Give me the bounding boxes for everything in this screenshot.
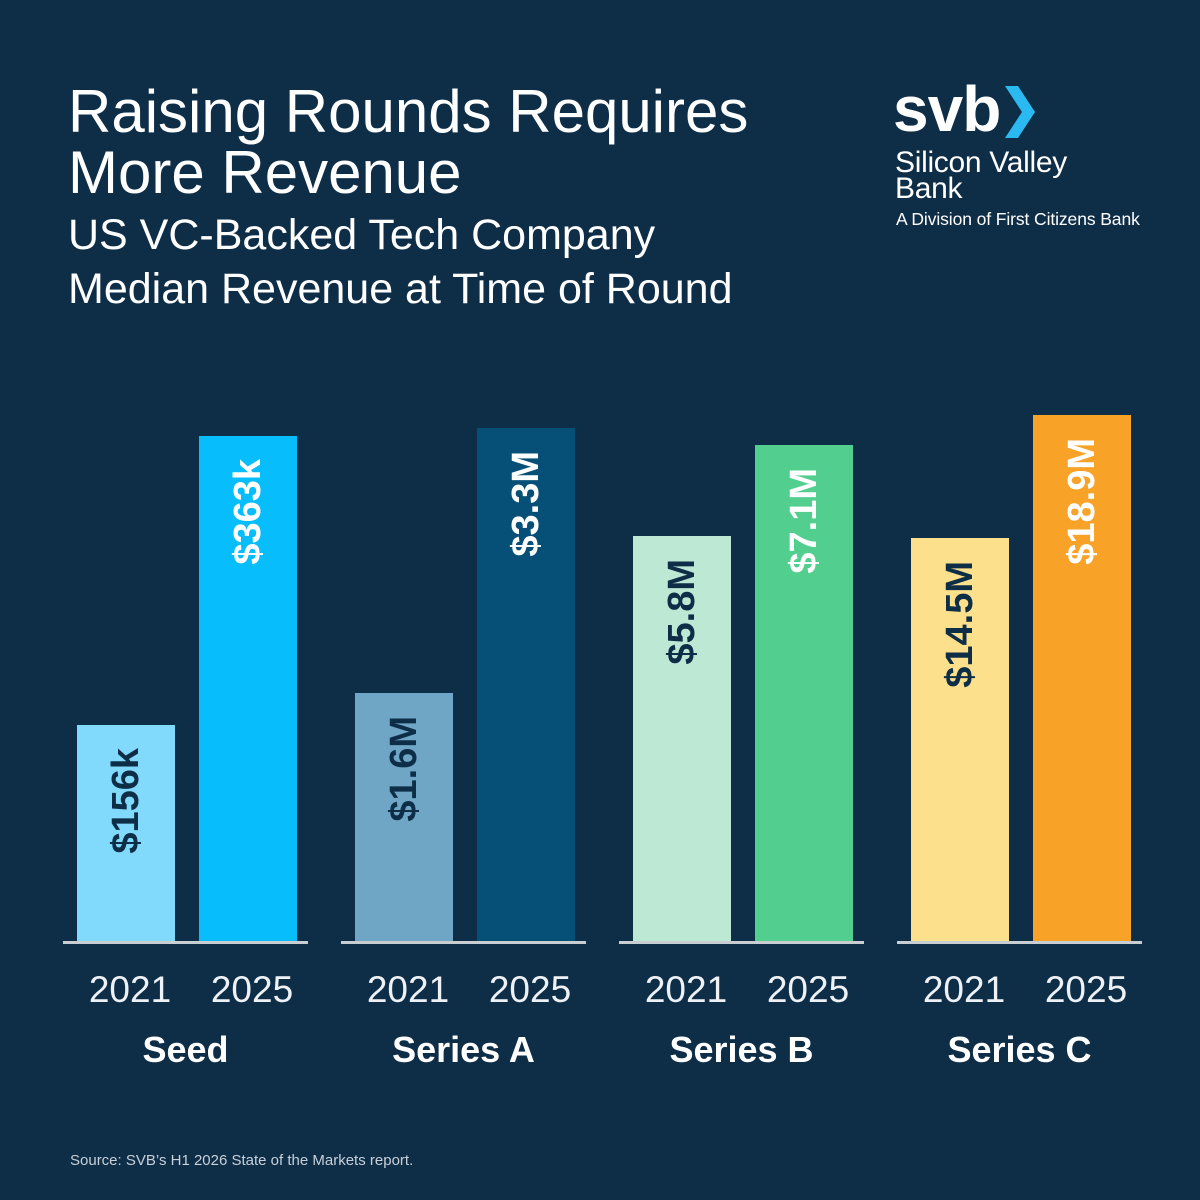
year-label-seed-2025: 2025 xyxy=(210,969,294,1010)
bar-value-label-series-b-2025: $7.1M xyxy=(783,468,825,574)
year-label-series-c-2021: 2021 xyxy=(922,969,1006,1010)
year-label-series-b-2021: 2021 xyxy=(644,969,728,1010)
bar-value-label-series-c-2025: $18.9M xyxy=(1061,438,1103,565)
bar-seed-2025: $363k xyxy=(199,436,297,942)
baseline-series-a xyxy=(341,941,586,944)
year-label-series-b-2025: 2025 xyxy=(766,969,850,1010)
logo-tagline: A Division of First Citizens Bank xyxy=(896,209,1140,229)
bar-series-b-2021: $5.8M xyxy=(633,536,731,942)
source-note: Source: SVB’s H1 2026 State of the Marke… xyxy=(70,1152,414,1169)
chart-title: Raising Rounds Requires More Revenue xyxy=(68,78,749,206)
year-label-series-a-2021: 2021 xyxy=(366,969,450,1010)
baseline-series-b xyxy=(619,941,864,944)
chevron-right-icon xyxy=(1005,86,1035,138)
bar-series-a-2025: $3.3M xyxy=(477,428,575,942)
bar-value-label-series-b-2021: $5.8M xyxy=(661,559,703,665)
logo-bank-name: Silicon Valley Bank xyxy=(895,146,1067,205)
bar-seed-2021: $156k xyxy=(77,725,175,942)
bar-value-label-seed-2025: $363k xyxy=(227,459,269,565)
chart-subtitle: US VC-Backed Tech Company Median Revenue… xyxy=(68,211,733,313)
logo-wordmark: svb xyxy=(893,73,1001,145)
year-label-series-c-2025: 2025 xyxy=(1044,969,1128,1010)
bar-series-c-2025: $18.9M xyxy=(1033,415,1131,942)
group-label-seed: Seed xyxy=(142,1029,229,1070)
bar-value-label-series-c-2021: $14.5M xyxy=(939,561,981,688)
group-label-series-b: Series B xyxy=(669,1029,814,1070)
bar-series-a-2021: $1.6M xyxy=(355,693,453,942)
bar-series-c-2021: $14.5M xyxy=(911,538,1009,942)
baseline-series-c xyxy=(897,941,1142,944)
group-label-series-a: Series A xyxy=(392,1029,535,1070)
year-label-series-a-2025: 2025 xyxy=(488,969,572,1010)
baseline-seed xyxy=(63,941,308,944)
bar-value-label-seed-2021: $156k xyxy=(105,748,147,854)
bar-value-label-series-a-2025: $3.3M xyxy=(505,451,547,557)
year-label-seed-2021: 2021 xyxy=(88,969,172,1010)
bar-series-b-2025: $7.1M xyxy=(755,445,853,942)
group-label-series-c: Series C xyxy=(947,1029,1092,1070)
bar-value-label-series-a-2021: $1.6M xyxy=(383,716,425,822)
